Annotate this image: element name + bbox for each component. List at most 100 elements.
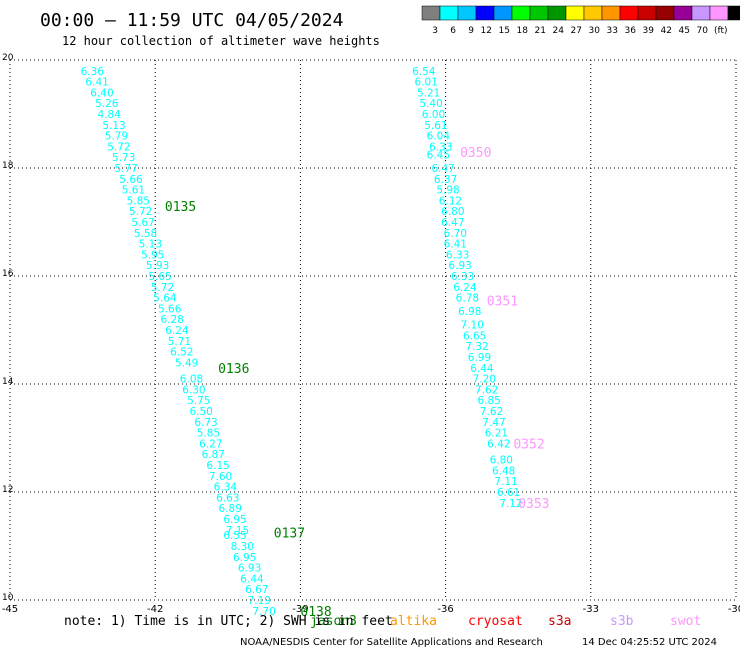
swh-value-label: 5.58 (134, 228, 157, 240)
swh-value-label: 6.89 (219, 503, 242, 515)
swh-value-label: 7.15 (226, 525, 249, 537)
y-tick-label: 10 (2, 593, 14, 603)
swh-value-label: 6.40 (90, 87, 113, 99)
swh-value-label: 5.95 (141, 249, 164, 261)
colorbar-swatch (673, 5, 693, 21)
colorbar-label: 27 (571, 26, 582, 36)
swh-value-label: 6.44 (240, 573, 264, 585)
swh-value-label: 6.44 (470, 363, 494, 375)
x-tick-label: -33 (583, 604, 599, 615)
swh-value-label: 6.70 (444, 228, 467, 240)
swh-value-label: 6.08 (180, 374, 203, 386)
pass-number-label: 0136 (218, 362, 249, 377)
colorbar-label: 6 (450, 26, 456, 36)
colorbar-label: 42 (661, 26, 672, 36)
colorbar-swatch (601, 5, 621, 21)
chart-subtitle: 12 hour collection of altimeter wave hei… (62, 34, 380, 48)
pass-number-label: 0352 (513, 437, 544, 452)
swh-value-label: 6.41 (444, 239, 467, 251)
y-tick-label: 14 (2, 377, 14, 387)
swh-value-label: 5.26 (95, 98, 119, 110)
swh-value-label: 6.00 (422, 109, 445, 121)
swh-value-label: 5.61 (122, 185, 145, 197)
swh-value-label: 6.99 (468, 352, 491, 364)
swh-value-label: 6.80 (490, 455, 513, 467)
swh-value-label: 7.70 (252, 606, 275, 618)
swh-value-label: 6.36 (81, 66, 105, 78)
colorbar-label: 18 (517, 26, 529, 36)
colorbar-label: 15 (499, 26, 510, 36)
swh-value-label: 6.52 (170, 347, 193, 359)
swh-value-label: 5.73 (112, 152, 135, 164)
swh-value-label: 6.04 (427, 131, 451, 143)
swh-value-label: 5.66 (119, 174, 143, 186)
swh-value-label: 6.33 (451, 271, 474, 283)
y-tick-label: 20 (2, 53, 14, 63)
swh-value-label: 5.72 (151, 282, 174, 294)
colorbar-label: 12 (481, 26, 492, 36)
swh-value-label: 6.61 (497, 487, 520, 499)
colorbar-swatch (511, 5, 531, 21)
swh-value-label: 6.33 (446, 249, 469, 261)
swh-value-label: 6.73 (194, 417, 217, 429)
plot-area: 6.366.416.405.264.845.135.795.725.735.77… (81, 66, 550, 620)
colorbar-label: 3 (432, 26, 438, 36)
colorbar-label: 21 (535, 26, 546, 36)
swh-value-label: 7.19 (248, 595, 271, 607)
colorbar-swatch (439, 5, 459, 21)
x-tick-label: -30 (728, 604, 740, 615)
swh-value-label: 5.61 (424, 120, 447, 132)
swh-value-label: 6.55 (223, 530, 246, 542)
swh-value-label: 6.24 (165, 325, 189, 337)
swh-value-label: 7.62 (480, 406, 503, 418)
swh-value-label: 5.98 (436, 185, 459, 197)
colorbar-swatch (619, 5, 639, 21)
swh-value-label: 5.85 (127, 195, 150, 207)
swh-value-label: 5.13 (139, 239, 162, 251)
colorbar-swatch (547, 5, 567, 21)
swh-value-label: 6.98 (458, 306, 481, 318)
swh-value-label: 5.64 (153, 293, 177, 305)
swh-value-label: 5.40 (419, 98, 442, 110)
chart-title: 00:00 – 11:59 UTC 04/05/2024 (40, 10, 343, 31)
colorbar-swatch (421, 5, 441, 21)
swh-value-label: 7.12 (499, 498, 522, 510)
swh-value-label: 7.32 (465, 341, 488, 353)
colorbar-swatch (583, 5, 603, 21)
satellite-legend: jason3 altika cryosat s3a s3b swot (310, 614, 701, 629)
swh-value-label: 6.78 (456, 293, 479, 305)
swh-value-label: 6.34 (214, 482, 238, 494)
swh-value-label: 7.11 (494, 476, 517, 488)
satellite-legend-entry: swot (670, 614, 701, 629)
swh-value-label: 6.30 (182, 384, 205, 396)
swh-value-label: 5.79 (105, 131, 128, 143)
swh-value-label: 7.47 (482, 417, 505, 429)
grid (9, 59, 737, 601)
swh-value-label: 5.21 (417, 87, 440, 99)
credit-text: NOAA/NESDIS Center for Satellite Applica… (240, 637, 543, 648)
colorbar-label: 33 (607, 26, 618, 36)
swh-value-label: 5.72 (129, 206, 152, 218)
swh-value-label: 6.93 (238, 563, 261, 575)
x-tick-label: -36 (437, 604, 453, 615)
x-tick-label: -39 (292, 604, 308, 615)
satellite-legend-entry: s3b (610, 614, 634, 629)
swh-value-label: 7.20 (473, 374, 496, 386)
swh-value-label: 6.47 (441, 217, 464, 229)
swh-value-label: 6.01 (415, 77, 438, 89)
swh-value-label: 6.12 (439, 195, 462, 207)
swh-value-label: 5.13 (102, 120, 125, 132)
swh-value-label: 6.27 (199, 438, 222, 450)
colorbar-label: 70 (697, 26, 709, 36)
pass-number-label: 0350 (460, 146, 491, 161)
swh-value-label: 6.87 (202, 449, 225, 461)
colorbar-label: (ft) (714, 26, 728, 36)
swh-value-label: 6.24 (453, 282, 477, 294)
x-tick-label: -42 (147, 604, 163, 615)
satellite-legend-entry: cryosat (468, 614, 523, 629)
y-tick-label: 12 (2, 485, 13, 495)
swh-value-label: 5.65 (148, 271, 171, 283)
colorbar-swatch (475, 5, 495, 21)
y-tick-label: 18 (2, 161, 14, 171)
swh-value-label: 5.49 (175, 357, 198, 369)
